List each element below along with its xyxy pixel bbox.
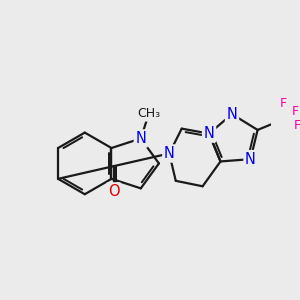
Text: F: F <box>280 97 287 110</box>
Text: N: N <box>164 146 175 161</box>
Text: N: N <box>226 106 237 122</box>
Text: N: N <box>245 152 256 167</box>
Text: N: N <box>135 131 146 146</box>
Text: O: O <box>108 184 119 199</box>
Text: F: F <box>294 119 300 132</box>
Text: CH₃: CH₃ <box>137 107 160 120</box>
Text: F: F <box>292 105 299 118</box>
Text: N: N <box>204 126 214 141</box>
